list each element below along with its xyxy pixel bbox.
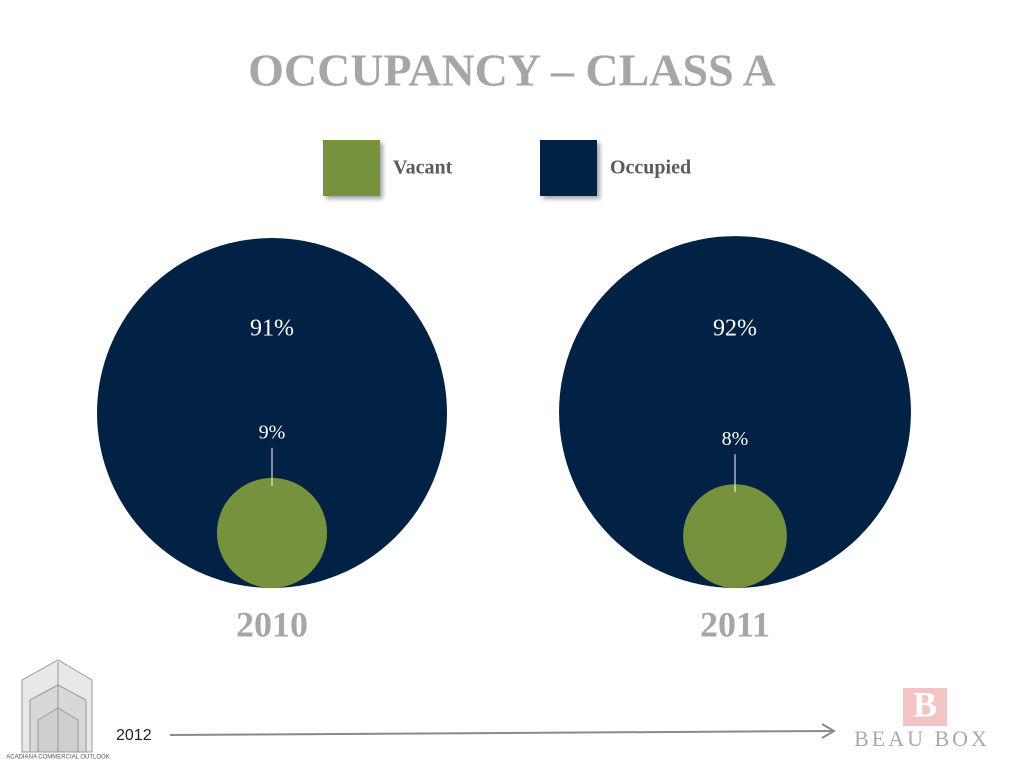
- slide-title: OCCUPANCY – CLASS A: [248, 45, 776, 96]
- logo-text: ACADIANA COMMERCIAL OUTLOOK: [6, 755, 109, 761]
- footer-year: 2012: [116, 727, 152, 744]
- brand-mark: B: [913, 684, 937, 724]
- vacant-label: 9%: [259, 422, 286, 444]
- brand: BEAU BOX: [854, 726, 990, 751]
- occupied-circle: [559, 236, 911, 589]
- occupied-label: 91%: [250, 316, 294, 342]
- legend-label: Vacant: [393, 157, 453, 179]
- occupied-circle: [97, 238, 447, 588]
- legend: Vacant Occupied: [323, 140, 691, 196]
- vacant-circle: [216, 477, 328, 588]
- legend-swatch: [323, 140, 380, 196]
- chart-title: 2010: [236, 604, 308, 644]
- occupied-label: 92%: [713, 316, 757, 342]
- timeline-arrow: [169, 730, 833, 736]
- vacant-circle: [683, 484, 787, 588]
- arrow-head: [821, 723, 836, 739]
- charts: 91% 9% 2010 92% 8% 2011: [97, 236, 911, 644]
- logo: [21, 659, 93, 753]
- legend-swatch: [540, 140, 597, 196]
- legend-label: Occupied: [610, 157, 691, 179]
- vacant-label: 8%: [722, 428, 749, 450]
- brand-icon: [903, 688, 947, 726]
- chart-title: 2011: [700, 604, 770, 644]
